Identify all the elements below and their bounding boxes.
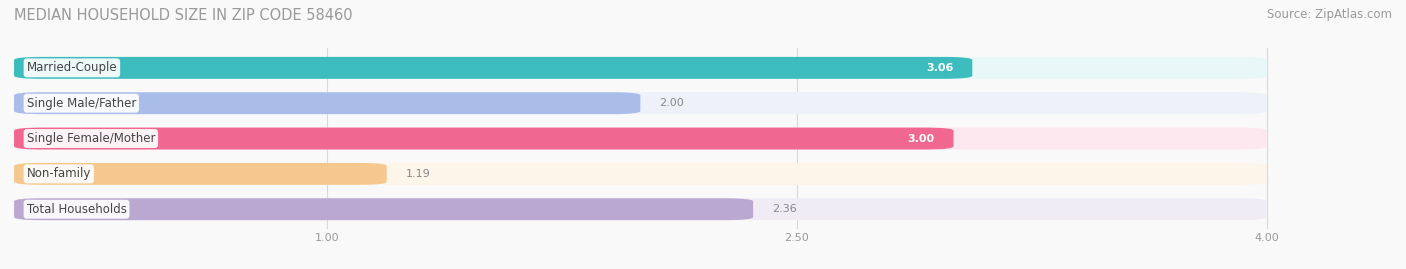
Text: Source: ZipAtlas.com: Source: ZipAtlas.com <box>1267 8 1392 21</box>
Text: 3.00: 3.00 <box>908 133 935 144</box>
Text: 1.19: 1.19 <box>405 169 430 179</box>
FancyBboxPatch shape <box>14 57 1267 79</box>
Text: 2.36: 2.36 <box>772 204 797 214</box>
FancyBboxPatch shape <box>14 92 1267 114</box>
Text: Married-Couple: Married-Couple <box>27 61 117 74</box>
Text: 2.00: 2.00 <box>659 98 683 108</box>
Text: Single Female/Mother: Single Female/Mother <box>27 132 155 145</box>
Text: MEDIAN HOUSEHOLD SIZE IN ZIP CODE 58460: MEDIAN HOUSEHOLD SIZE IN ZIP CODE 58460 <box>14 8 353 23</box>
FancyBboxPatch shape <box>14 198 1267 220</box>
Text: Total Households: Total Households <box>27 203 127 216</box>
FancyBboxPatch shape <box>14 128 1267 150</box>
FancyBboxPatch shape <box>14 92 640 114</box>
FancyBboxPatch shape <box>14 198 754 220</box>
FancyBboxPatch shape <box>14 128 953 150</box>
Text: 3.06: 3.06 <box>927 63 953 73</box>
Text: Single Male/Father: Single Male/Father <box>27 97 136 110</box>
Text: Non-family: Non-family <box>27 167 91 180</box>
FancyBboxPatch shape <box>14 163 1267 185</box>
FancyBboxPatch shape <box>14 57 973 79</box>
FancyBboxPatch shape <box>14 163 387 185</box>
